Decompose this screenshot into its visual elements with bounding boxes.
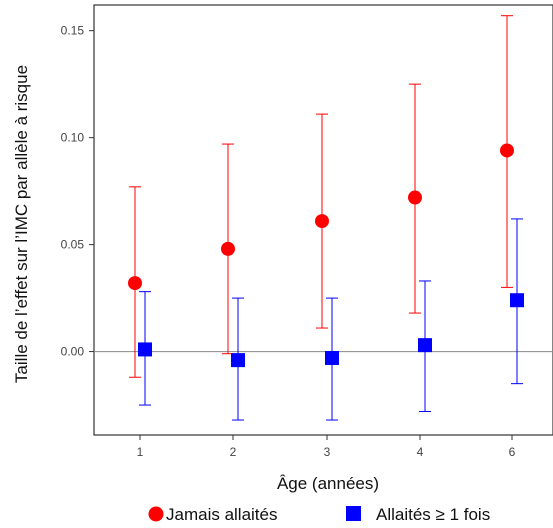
- x-tick-label: 3: [324, 445, 331, 459]
- legend-marker-allaites: [346, 506, 361, 521]
- data-point-square: [418, 338, 432, 353]
- legend-label-allaites: Allaités ≥ 1 fois: [376, 505, 490, 524]
- y-axis: 0.00 0.05 0.10 0.15: [61, 24, 94, 359]
- y-tick-label: 0.15: [61, 24, 85, 38]
- y-tick-label: 0.05: [61, 238, 85, 252]
- data-point-circle: [221, 241, 235, 256]
- data-point-square: [138, 342, 152, 357]
- y-axis-title: Taille de l’effet sur l’IMC par allèle à…: [12, 65, 31, 383]
- data-point-square: [325, 350, 339, 365]
- data-point-circle: [408, 190, 422, 205]
- plot-area: [128, 15, 524, 421]
- data-point-circle: [315, 214, 329, 229]
- x-tick-label: 1: [137, 445, 144, 459]
- x-axis: 1 2 3 4 6: [137, 435, 516, 459]
- y-tick-label: 0.10: [61, 131, 85, 145]
- x-tick-label: 6: [509, 445, 516, 459]
- data-point-circle: [128, 276, 142, 291]
- plot-frame: [93, 4, 553, 436]
- legend-label-jamais-allaites: Jamais allaités: [166, 505, 278, 524]
- data-point-circle: [500, 143, 514, 158]
- x-tick-label: 2: [230, 445, 237, 459]
- data-point-square: [231, 353, 245, 368]
- x-axis-title: Âge (années): [277, 474, 379, 493]
- legend-marker-jamais-allaites: [148, 506, 164, 522]
- x-tick-label: 4: [417, 445, 424, 459]
- data-point-square: [510, 293, 524, 308]
- legend: Jamais allaités Allaités ≥ 1 fois: [148, 505, 490, 524]
- y-tick-label: 0.00: [61, 345, 85, 359]
